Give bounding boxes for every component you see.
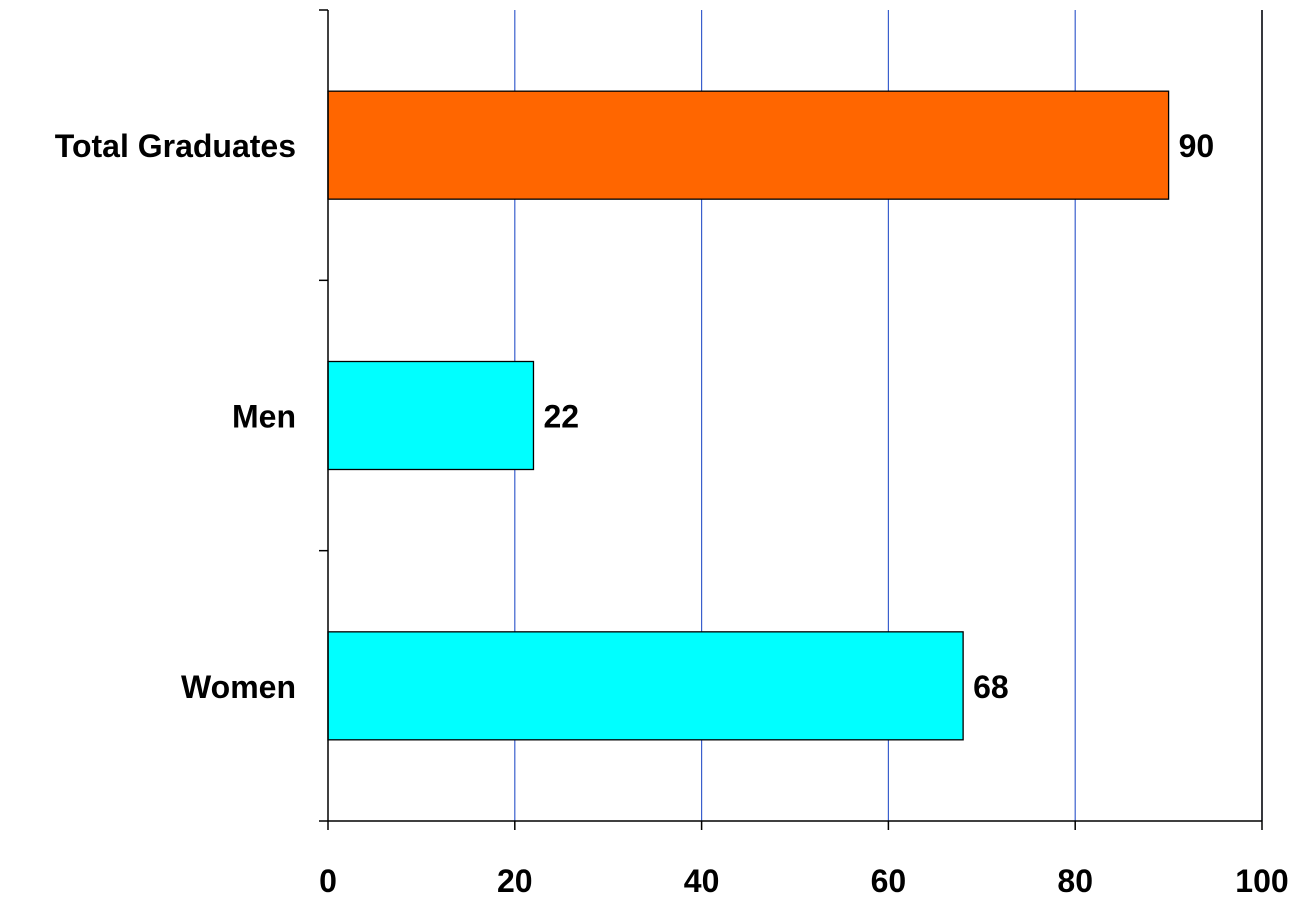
x-tick-label-60: 60 <box>871 863 907 897</box>
category-label-total-graduates: Total Graduates <box>55 128 296 164</box>
labels: 90 Total Graduates 22 Men 68 Women 0 20 40 60 80 10… <box>55 128 1289 899</box>
category-label-men: Men <box>232 399 296 435</box>
axes <box>319 9 1263 830</box>
bar-total-graduates <box>327 90 1170 200</box>
x-tick-label-100: 100 <box>1235 863 1288 897</box>
x-tick-label-40: 40 <box>684 863 720 897</box>
data-label-total-graduates: 90 <box>1179 128 1215 164</box>
bars <box>327 90 1170 741</box>
data-label-men: 22 <box>543 399 579 435</box>
x-tick-label-80: 80 <box>1057 863 1093 897</box>
category-label-women: Women <box>181 669 296 705</box>
x-tick-label-20: 20 <box>497 863 533 897</box>
data-label-women: 68 <box>973 669 1009 705</box>
bar-men <box>327 360 535 471</box>
x-tick-label-0: 0 <box>319 863 337 897</box>
bar-women <box>327 631 964 741</box>
